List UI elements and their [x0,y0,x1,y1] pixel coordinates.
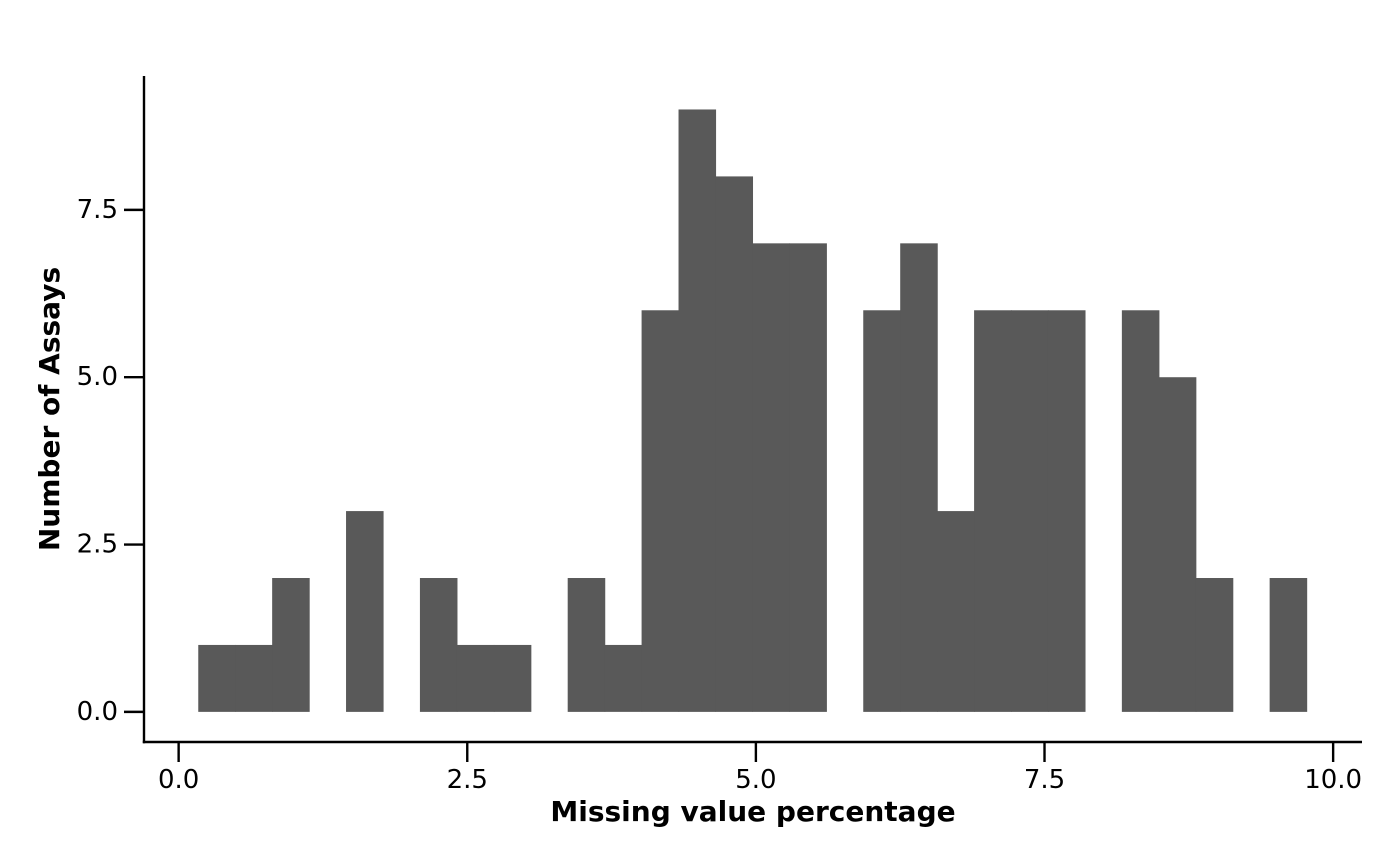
histogram-bar [493,644,532,712]
histogram-bar [1158,377,1197,712]
histogram-bar [567,578,606,712]
x-tick-label: 5.0 [735,765,776,795]
histogram-bar [974,310,1012,712]
histogram-bar [1269,578,1308,712]
histogram-bar [937,511,975,712]
histogram-bar [863,310,901,712]
x-tick-label: 2.5 [447,765,488,795]
x-tick-label: 0.0 [158,765,199,795]
histogram-bar [1121,310,1160,712]
histogram-bar [198,644,236,712]
histogram-bar [1195,578,1234,712]
x-tick-label: 7.5 [1024,765,1065,795]
x-axis-title: Missing value percentage [550,795,955,828]
histogram-bar [419,578,458,712]
y-tick-label: 2.5 [77,530,118,560]
histogram-bars [198,109,1308,712]
histogram-bar [272,578,310,712]
histogram-bar [346,511,384,712]
histogram-bar [789,243,827,712]
y-tick-label: 5.0 [77,362,118,392]
y-axis-title: Number of Assays [33,267,66,551]
histogram-bar [456,644,495,712]
chart-axes [142,76,1362,744]
histogram-bar [715,176,754,712]
x-tick-label: 10.0 [1304,765,1362,795]
histogram-bar [235,644,273,712]
y-tick-label: 0.0 [77,697,118,727]
histogram-bar [1047,310,1086,712]
histogram-bar [752,243,790,712]
histogram-bar [604,644,643,712]
histogram-bar [900,243,938,712]
histogram-bar [641,310,680,712]
x-axis-ticks: 0.0 2.5 5.0 7.5 10.0 [158,742,1362,795]
y-axis-ticks: 0.0 2.5 5.0 7.5 [77,195,144,727]
y-tick-label: 7.5 [77,195,118,225]
histogram-bar [1011,310,1049,712]
histogram-bar [678,109,717,712]
